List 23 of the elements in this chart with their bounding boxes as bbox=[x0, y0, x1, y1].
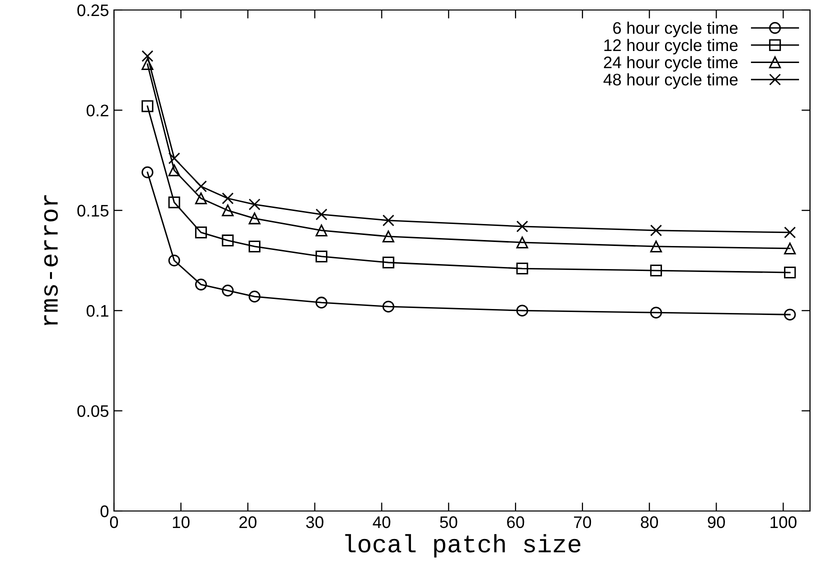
x-tick-label: 80 bbox=[640, 516, 658, 528]
y-tick-label: 0.25 bbox=[77, 4, 108, 16]
y-tick-label: 0.15 bbox=[77, 204, 108, 217]
y-tick-label: 0 bbox=[100, 505, 108, 518]
y-tick-label: 0.2 bbox=[86, 104, 108, 116]
x-tick-label: 70 bbox=[574, 516, 592, 528]
legend-label: 24 hour cycle time bbox=[604, 56, 738, 72]
x-axis-title: local patch size bbox=[345, 534, 580, 558]
x-tick-label: 0 bbox=[110, 516, 118, 528]
x-tick-label: 40 bbox=[372, 516, 390, 528]
legend-label: 48 hour cycle time bbox=[603, 73, 738, 89]
x-tick-label: 90 bbox=[708, 516, 725, 528]
legend-label: 12 hour cycle time bbox=[604, 38, 738, 54]
y-axis-title: rms-error bbox=[44, 195, 58, 326]
x-tick-label: 60 bbox=[507, 516, 524, 528]
legend-label: 6 hour cycle time bbox=[613, 22, 738, 38]
x-tick-label: 10 bbox=[172, 516, 190, 528]
x-tick-label: 100 bbox=[770, 516, 796, 528]
y-tick-label: 0.1 bbox=[86, 305, 108, 317]
x-tick-label: 50 bbox=[440, 516, 458, 528]
x-tick-label: 30 bbox=[306, 516, 324, 528]
x-tick-label: 20 bbox=[239, 516, 256, 528]
y-tick-label: 0.05 bbox=[77, 405, 108, 418]
